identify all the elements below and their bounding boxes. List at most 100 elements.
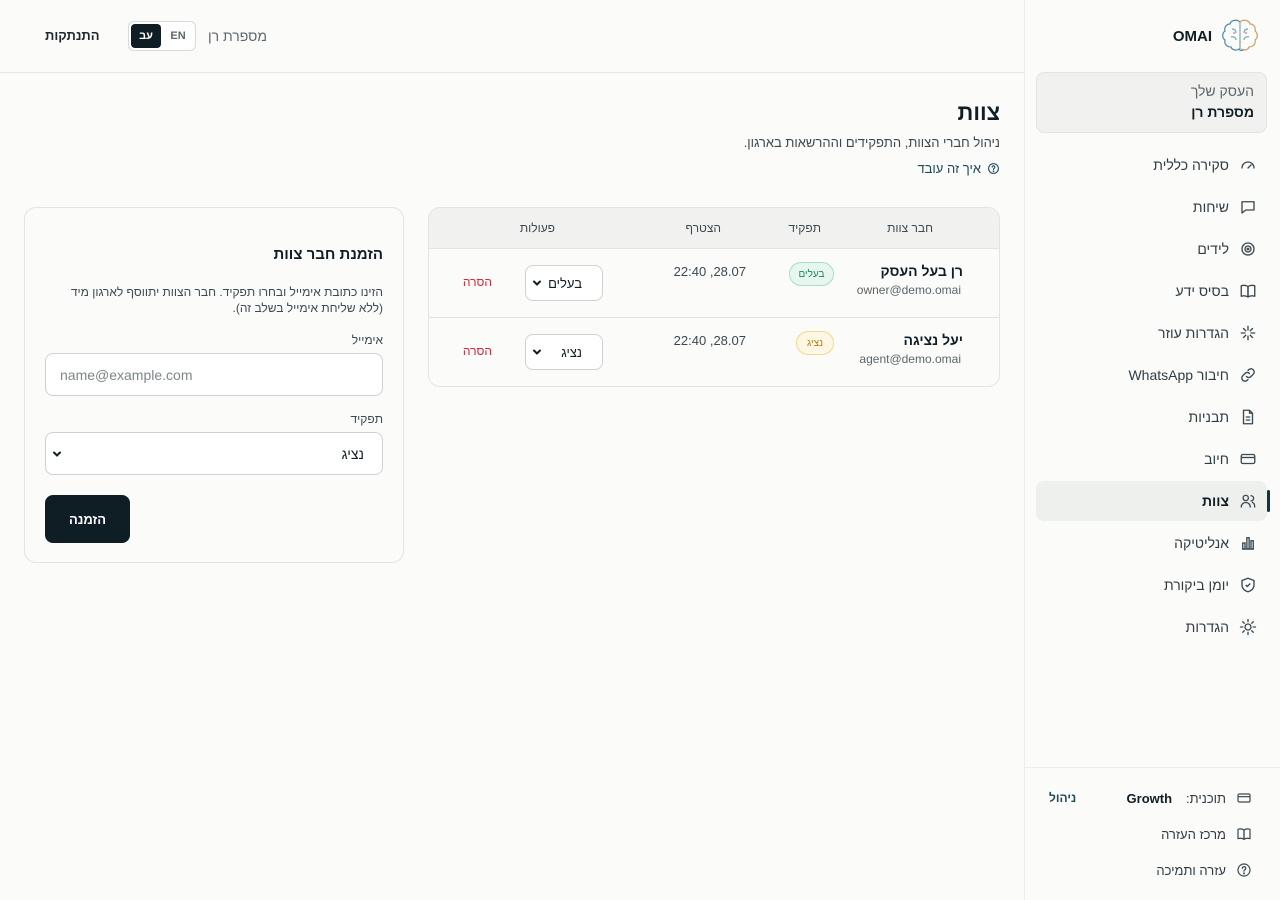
invite-role-value: נציג [341, 445, 364, 462]
sidebar-item-assistant-settings[interactable]: הגדרות עוזר [1036, 313, 1267, 353]
target-icon [1241, 242, 1255, 256]
sidebar-item-label: אנליטיקה [1174, 535, 1229, 551]
email-label: אימייל [351, 333, 383, 347]
chevron-down-icon [533, 280, 541, 286]
plan-info: תוכנית: Growth [1127, 790, 1252, 806]
remove-member-button[interactable]: הסרה [462, 275, 492, 289]
gauge-icon [1241, 161, 1255, 169]
brain-logo-icon [1222, 19, 1258, 52]
logout-button[interactable]: התנתקות [45, 28, 100, 43]
member-email: agent@demo.omai [859, 352, 961, 366]
language-toggle: עב EN [128, 21, 196, 51]
business-label: העסק שלך [1190, 83, 1254, 99]
document-icon [1242, 409, 1254, 425]
support-link[interactable]: עזרה ותמיכה [1156, 862, 1252, 878]
table-row: רן בעל העסק owner@demo.omai בעלים 28.07,… [429, 249, 999, 318]
role-select[interactable]: נציג [525, 334, 603, 370]
help-circle-icon [988, 163, 999, 174]
sidebar-item-label: יומן ביקורת [1163, 577, 1229, 593]
invite-description: הזינו כתובת אימייל ובחרו תפקיד. חבר הצוו… [70, 285, 383, 315]
role-label: תפקיד [350, 412, 383, 426]
sidebar-item-label: תבניות [1188, 409, 1229, 425]
chat-bubble-icon [1241, 201, 1255, 214]
invite-button[interactable]: הזמנה [45, 495, 130, 543]
member-email: owner@demo.omai [856, 283, 961, 297]
help-circle-icon [1237, 863, 1251, 877]
joined-date: 28.07, 22:40 [673, 333, 746, 348]
column-header-actions: פעולות [519, 221, 555, 235]
sidebar-item-label: הגדרות עוזר [1157, 325, 1229, 341]
credit-card-icon [1240, 453, 1256, 465]
invite-title: הזמנת חבר צוות [273, 246, 383, 263]
sidebar-item-billing[interactable]: חיוב [1036, 439, 1267, 479]
sidebar-item-leads[interactable]: לידים [1036, 229, 1267, 269]
role-badge: בעלים [789, 262, 834, 286]
how-it-works-label: איך זה עובד [917, 161, 981, 176]
sidebar-footer: תוכנית: Growth ניהול מרכז העזרה עזרה ותמ… [1025, 767, 1280, 878]
lang-hebrew-button[interactable]: עב [131, 24, 161, 48]
chevron-down-icon [53, 451, 61, 457]
sidebar-item-team[interactable]: צוות [1036, 481, 1270, 521]
plan-label: תוכנית: [1186, 790, 1226, 806]
remove-member-button[interactable]: הסרה [462, 344, 492, 358]
sidebar-nav: סקירה כללית שיחות לידים בסיס ידע הגדרות … [1036, 145, 1270, 649]
book-icon [1237, 828, 1251, 840]
role-select-value: נציג [561, 344, 582, 360]
sidebar-item-label: לידים [1197, 241, 1229, 257]
table-header: חבר צוות תפקיד הצטרף פעולות [429, 208, 999, 249]
page-title: צוות [957, 100, 1000, 125]
plan-name: Growth [1126, 790, 1173, 806]
business-name: מספרת רן [1191, 104, 1254, 120]
role-select[interactable]: בעלים [525, 265, 603, 301]
brand[interactable]: OMAI [1173, 18, 1260, 54]
bar-chart-icon [1242, 537, 1254, 550]
sidebar-item-conversations[interactable]: שיחות [1036, 187, 1267, 227]
member-name: רן בעל העסק [880, 263, 963, 279]
table-row: יעל נציגה agent@demo.omai נציג 28.07, 22… [429, 318, 999, 386]
shield-check-icon [1241, 577, 1255, 593]
chevron-down-icon [533, 349, 541, 355]
column-header-member: חבר צוות [887, 221, 933, 235]
sparkle-icon [1240, 325, 1256, 341]
sidebar-item-whatsapp[interactable]: חיבור WhatsApp [1036, 355, 1267, 395]
business-switcher[interactable]: העסק שלך מספרת רן [1036, 72, 1267, 133]
users-icon [1240, 494, 1256, 508]
help-center-label: מרכז העזרה [1161, 826, 1226, 842]
column-header-joined: הצטרף [685, 221, 721, 235]
top-bar: התנתקות עב EN מספרת רן [0, 0, 1024, 73]
column-header-role: תפקיד [788, 221, 821, 235]
role-select-value: בעלים [548, 275, 582, 291]
sidebar-item-overview[interactable]: סקירה כללית [1036, 145, 1267, 185]
sidebar-item-label: סקירה כללית [1153, 157, 1229, 173]
sidebar-item-label: חיבור WhatsApp [1128, 367, 1229, 383]
sun-gear-icon [1239, 618, 1257, 636]
brand-name: OMAI [1172, 27, 1212, 45]
email-field[interactable] [45, 353, 383, 396]
sidebar-item-label: בסיס ידע [1175, 283, 1229, 299]
sidebar-item-settings[interactable]: הגדרות [1036, 607, 1267, 647]
team-table: חבר צוות תפקיד הצטרף פעולות רן בעל העסק … [428, 207, 1000, 387]
credit-card-icon [1237, 793, 1251, 803]
member-name: יעל נציגה [903, 332, 963, 348]
role-badge: נציג [796, 331, 834, 355]
sidebar-item-audit-log[interactable]: יומן ביקורת [1036, 565, 1267, 605]
page-subtitle: ניהול חברי הצוות, התפקידים וההרשאות בארג… [743, 135, 1000, 150]
book-icon [1240, 284, 1256, 298]
link-icon [1241, 368, 1255, 382]
sidebar-item-label: צוות [1201, 493, 1229, 509]
sidebar-item-label: חיוב [1204, 451, 1229, 467]
sidebar: OMAI העסק שלך מספרת רן סקירה כללית שיחות… [1024, 0, 1280, 900]
invite-member-card: הזמנת חבר צוות הזינו כתובת אימייל ובחרו … [24, 207, 404, 563]
plan-manage-link[interactable]: ניהול [1049, 791, 1077, 805]
sidebar-item-knowledge-base[interactable]: בסיס ידע [1036, 271, 1267, 311]
support-label: עזרה ותמיכה [1156, 862, 1226, 878]
lang-english-button[interactable]: EN [170, 30, 186, 42]
topbar-business-name: מספרת רן [208, 28, 267, 44]
help-center-link[interactable]: מרכז העזרה [1161, 826, 1252, 842]
sidebar-item-label: שיחות [1192, 199, 1229, 215]
how-it-works-link[interactable]: איך זה עובד [917, 161, 1000, 176]
sidebar-item-analytics[interactable]: אנליטיקה [1036, 523, 1267, 563]
joined-date: 28.07, 22:40 [673, 264, 746, 279]
sidebar-item-templates[interactable]: תבניות [1036, 397, 1267, 437]
invite-role-select[interactable]: נציג [45, 432, 383, 475]
